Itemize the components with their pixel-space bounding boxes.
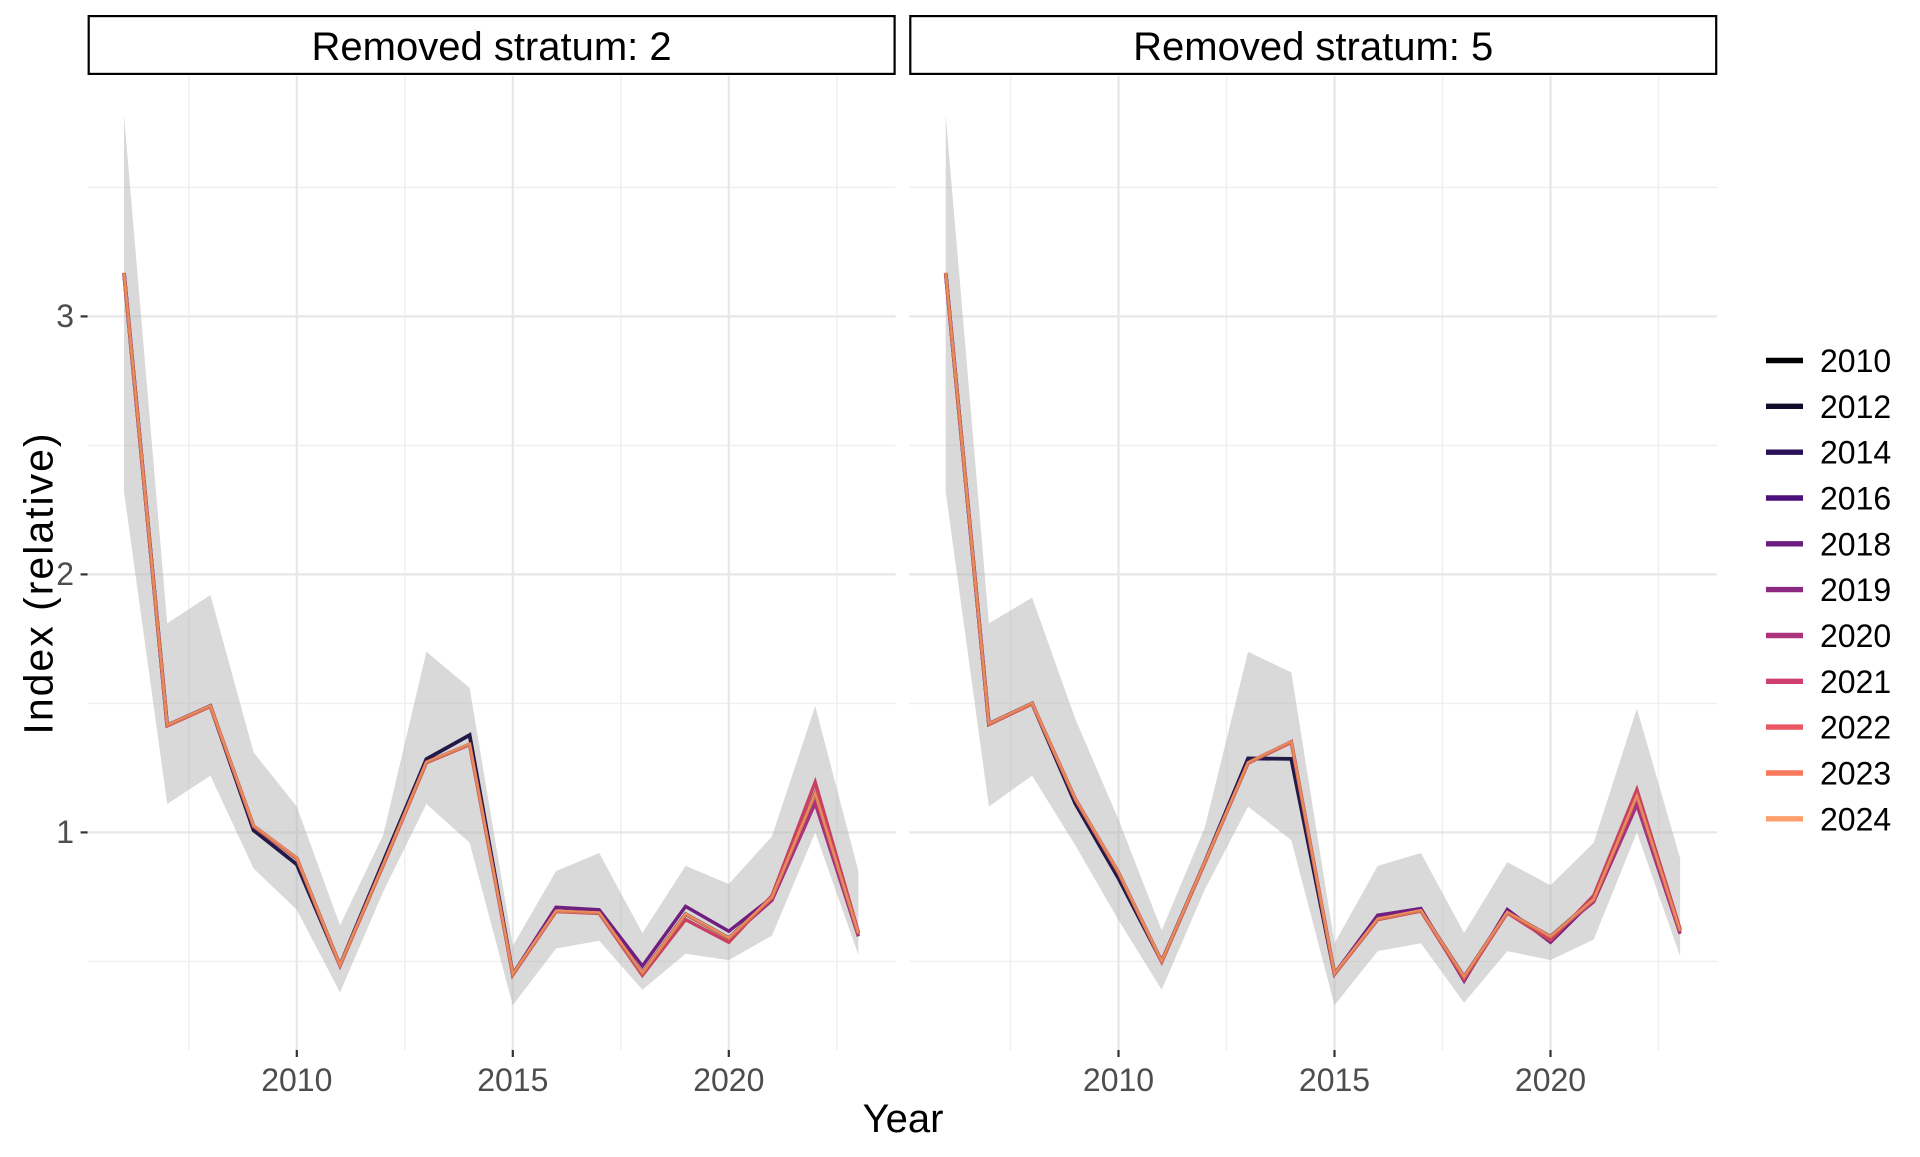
svg-text:2012: 2012 [1820,389,1891,425]
svg-text:2023: 2023 [1820,756,1891,792]
svg-text:2015: 2015 [1299,1062,1370,1098]
svg-text:2019: 2019 [1820,572,1891,608]
svg-text:2020: 2020 [1820,618,1891,654]
svg-text:2016: 2016 [1820,481,1891,517]
svg-text:Year: Year [863,1097,944,1141]
svg-text:Removed stratum: 2: Removed stratum: 2 [312,25,672,69]
svg-text:2020: 2020 [1515,1062,1586,1098]
svg-text:2: 2 [56,556,74,592]
svg-text:2022: 2022 [1820,710,1891,746]
svg-text:Index (relative): Index (relative) [16,431,62,734]
svg-text:2018: 2018 [1820,526,1891,562]
svg-text:2021: 2021 [1820,664,1891,700]
svg-text:Removed stratum: 5: Removed stratum: 5 [1133,25,1493,69]
svg-text:2010: 2010 [261,1062,332,1098]
svg-text:3: 3 [56,298,74,334]
svg-text:2015: 2015 [477,1062,548,1098]
svg-text:2020: 2020 [693,1062,764,1098]
svg-text:2014: 2014 [1820,435,1891,471]
svg-text:2010: 2010 [1820,343,1891,379]
svg-text:1: 1 [56,814,74,850]
svg-text:2024: 2024 [1820,801,1891,837]
svg-text:2010: 2010 [1083,1062,1154,1098]
